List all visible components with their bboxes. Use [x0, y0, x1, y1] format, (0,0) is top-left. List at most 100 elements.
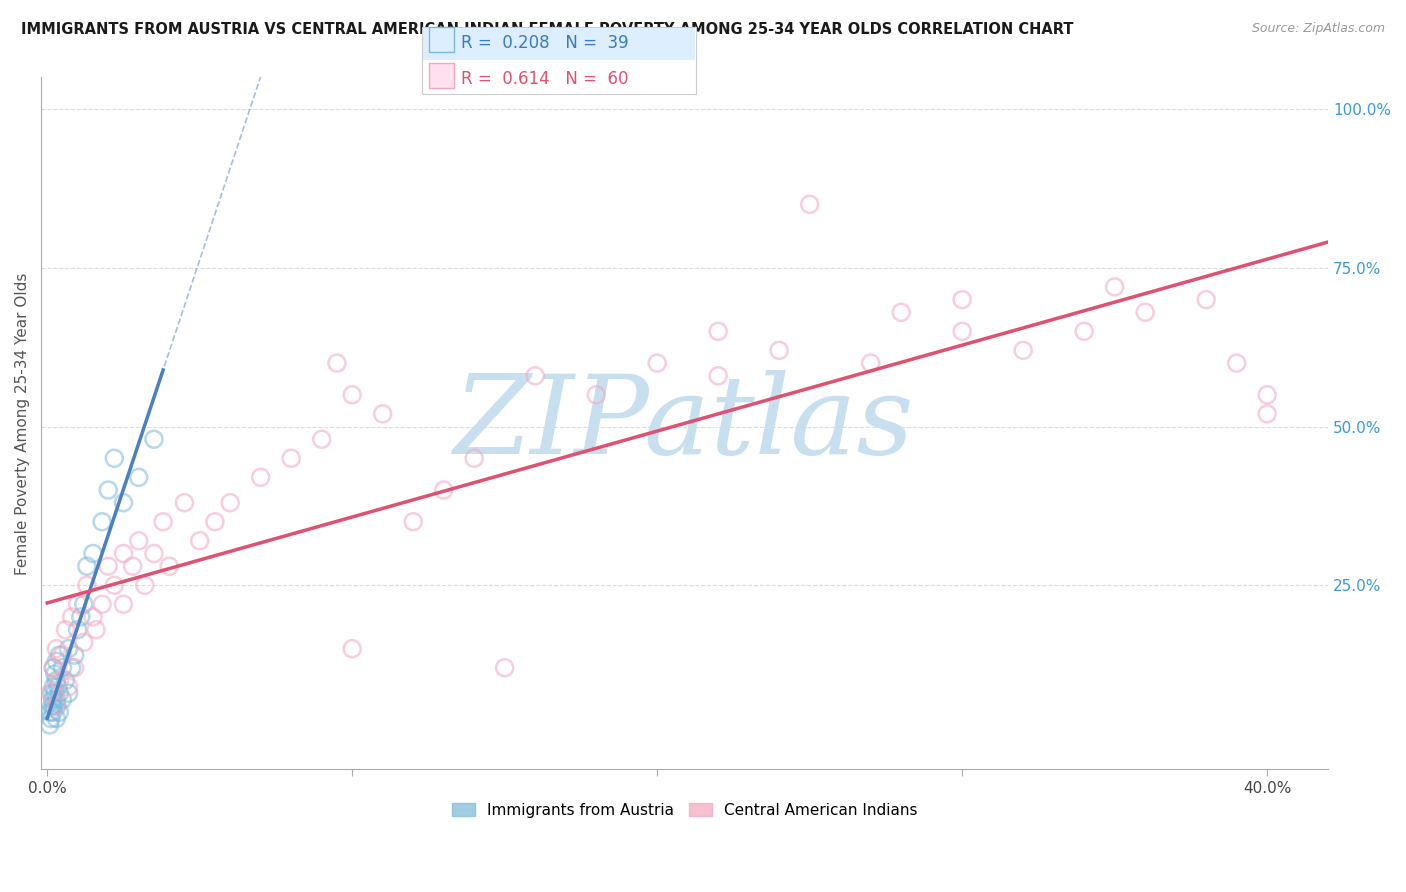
Point — [524, 368, 547, 383]
Point — [91, 515, 114, 529]
Point — [134, 578, 156, 592]
Point — [44, 686, 66, 700]
Point — [340, 388, 363, 402]
Text: R =  0.614   N =  60: R = 0.614 N = 60 — [461, 70, 628, 88]
Point — [45, 692, 67, 706]
Point — [103, 578, 125, 592]
Text: R =  0.208   N =  39: R = 0.208 N = 39 — [461, 34, 628, 52]
Point — [58, 680, 80, 694]
Point — [46, 680, 69, 694]
Point — [142, 547, 165, 561]
Point — [97, 559, 120, 574]
Point — [39, 686, 62, 700]
Text: ZIPatlas: ZIPatlas — [454, 369, 915, 477]
Y-axis label: Female Poverty Among 25-34 Year Olds: Female Poverty Among 25-34 Year Olds — [15, 272, 30, 574]
Point — [39, 705, 62, 719]
Point — [103, 451, 125, 466]
Point — [1073, 324, 1095, 338]
Point — [82, 610, 104, 624]
Point — [1104, 280, 1126, 294]
Point — [51, 648, 73, 662]
Point — [249, 470, 271, 484]
Point — [950, 293, 973, 307]
Point — [326, 356, 349, 370]
Point — [42, 661, 65, 675]
Point — [48, 686, 70, 700]
Point — [45, 698, 67, 713]
Point — [41, 692, 63, 706]
Point — [69, 610, 91, 624]
Point — [46, 698, 69, 713]
Point — [585, 388, 607, 402]
Point — [121, 559, 143, 574]
Point — [128, 470, 150, 484]
Point — [188, 533, 211, 548]
Point — [73, 597, 96, 611]
Point — [63, 648, 86, 662]
Point — [66, 597, 89, 611]
Point — [128, 533, 150, 548]
Point — [280, 451, 302, 466]
Point — [45, 654, 67, 668]
Text: IMMIGRANTS FROM AUSTRIA VS CENTRAL AMERICAN INDIAN FEMALE POVERTY AMONG 25-34 YE: IMMIGRANTS FROM AUSTRIA VS CENTRAL AMERI… — [21, 22, 1074, 37]
Point — [112, 597, 135, 611]
Point — [152, 515, 174, 529]
Point — [157, 559, 180, 574]
Point — [42, 680, 65, 694]
Point — [51, 661, 73, 675]
Point — [42, 661, 65, 675]
Point — [1226, 356, 1249, 370]
Point — [73, 635, 96, 649]
Point — [204, 515, 226, 529]
Point — [58, 686, 80, 700]
Point — [707, 368, 730, 383]
Point — [58, 641, 80, 656]
Point — [1012, 343, 1035, 358]
Point — [799, 197, 821, 211]
Point — [48, 673, 70, 688]
Point — [707, 324, 730, 338]
Point — [39, 712, 62, 726]
Point — [433, 483, 456, 497]
Point — [311, 432, 333, 446]
Point — [890, 305, 912, 319]
Point — [142, 432, 165, 446]
Point — [60, 610, 83, 624]
Point — [1256, 388, 1278, 402]
Point — [42, 705, 65, 719]
Point — [41, 686, 63, 700]
Point — [463, 451, 485, 466]
Point — [38, 718, 60, 732]
Point — [45, 673, 67, 688]
Point — [63, 661, 86, 675]
Point — [76, 559, 98, 574]
Point — [82, 547, 104, 561]
Point — [859, 356, 882, 370]
Point — [76, 578, 98, 592]
Point — [645, 356, 668, 370]
Point — [371, 407, 394, 421]
Point — [112, 496, 135, 510]
Point — [950, 324, 973, 338]
Point — [51, 692, 73, 706]
Point — [45, 641, 67, 656]
Point — [41, 698, 63, 713]
Point — [91, 597, 114, 611]
Point — [494, 661, 516, 675]
Point — [112, 547, 135, 561]
Legend: Immigrants from Austria, Central American Indians: Immigrants from Austria, Central America… — [446, 797, 924, 824]
Point — [84, 623, 107, 637]
Point — [219, 496, 242, 510]
Point — [768, 343, 790, 358]
Point — [55, 673, 77, 688]
Point — [55, 623, 77, 637]
Point — [44, 667, 66, 681]
Point — [48, 648, 70, 662]
Point — [97, 483, 120, 497]
Point — [60, 661, 83, 675]
Text: Source: ZipAtlas.com: Source: ZipAtlas.com — [1251, 22, 1385, 36]
Point — [340, 641, 363, 656]
Point — [42, 698, 65, 713]
Point — [48, 705, 70, 719]
Point — [1133, 305, 1156, 319]
